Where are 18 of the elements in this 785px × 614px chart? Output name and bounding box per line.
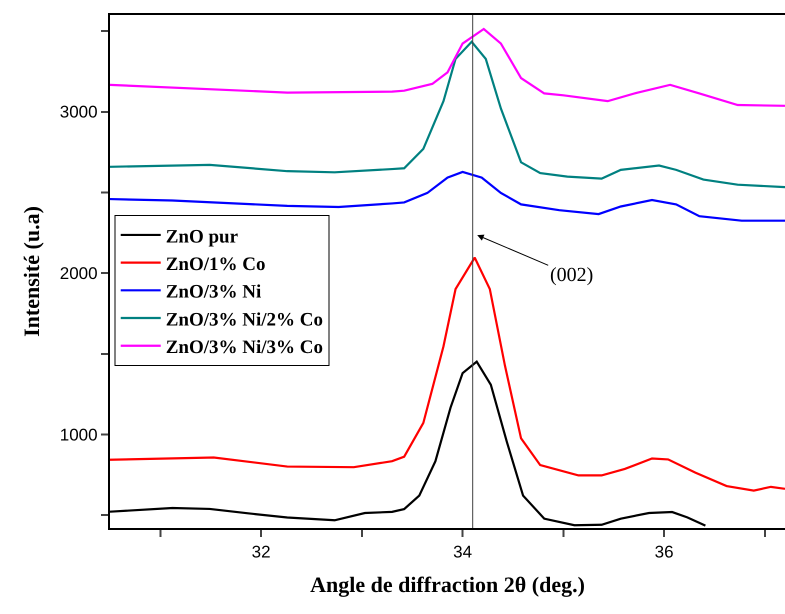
line-series — [110, 170, 785, 222]
legend-label: ZnO/3% Ni — [166, 282, 262, 303]
x-tick-label: 34 — [453, 542, 472, 562]
y-tick-label: 2000 — [60, 264, 98, 284]
x-axis-title: Angle de diffraction 2θ (deg.) — [310, 572, 585, 597]
x-tick-label: 36 — [654, 542, 674, 562]
line-series — [110, 256, 785, 492]
x-tick-label: 32 — [252, 542, 271, 562]
legend-label: ZnO/1% Co — [166, 254, 266, 276]
line-series — [110, 28, 785, 107]
legend-label: ZnO/3% Ni/3% Co — [166, 337, 324, 358]
legend-label: ZnO pur — [166, 226, 239, 248]
y-tick-label: 3000 — [60, 102, 98, 122]
annotation: (002) — [550, 264, 594, 286]
y-axis-title: Intensité (u.a) — [19, 206, 44, 337]
line-series — [110, 40, 785, 188]
y-tick-label: 1000 — [60, 425, 98, 444]
legend-label: ZnO/3% Ni/2% Co — [166, 309, 324, 330]
